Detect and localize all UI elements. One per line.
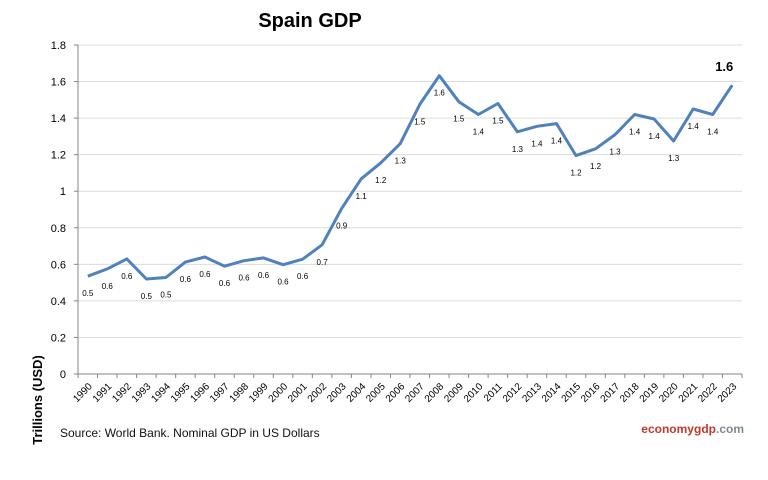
x-tick-label: 1998 (228, 381, 252, 405)
x-tick-label: 2021 (677, 381, 701, 405)
data-label: 0.6 (258, 271, 270, 280)
x-tick-label: 2017 (599, 381, 623, 405)
x-tick-label: 1999 (247, 381, 271, 405)
data-label: 1.3 (609, 148, 621, 157)
x-tick-label: 2006 (384, 381, 408, 405)
data-label: 0.6 (199, 270, 211, 279)
y-tick-label: 0.4 (51, 296, 66, 308)
chart: Spain GDP Trillions (USD) 0 0.2 0.4 0.6 0.8 1… (30, 10, 744, 445)
x-tick-label: 1991 (91, 381, 115, 405)
x-tick-label: 2014 (540, 381, 564, 405)
x-tick-label: 2019 (638, 381, 662, 405)
data-label: 1.3 (668, 154, 680, 163)
data-label: 1.1 (356, 192, 368, 201)
x-tick-label: 2013 (521, 381, 545, 405)
series-line (87, 74, 734, 281)
x-tick-label: 2008 (423, 381, 447, 405)
plot-area: 00.20.40.60.811.21.41.61.819901991199219… (51, 40, 743, 405)
brand-part-com: .com (715, 422, 744, 436)
data-label: 1.5 (453, 115, 465, 124)
brand-logo: economygdp.com (641, 422, 744, 436)
data-label: 0.5 (82, 289, 94, 298)
x-tick-label: 2005 (364, 381, 388, 405)
x-tick-label: 2022 (696, 381, 720, 405)
y-tick-label: 0.6 (51, 259, 66, 271)
data-label: 1.4 (629, 127, 641, 136)
data-label: 0.6 (219, 279, 231, 288)
x-tick-label: 2001 (286, 381, 310, 405)
x-tick-label: 1992 (110, 381, 134, 405)
y-tick-label: 1.6 (51, 77, 66, 89)
y-tick-label: 1 (60, 186, 66, 198)
x-tick-label: 1993 (130, 381, 154, 405)
x-tick-label: 2003 (325, 381, 349, 405)
data-label: 1.2 (590, 162, 602, 171)
data-label: 0.6 (277, 278, 289, 287)
x-tick-label: 2023 (716, 381, 740, 405)
x-tick-label: 1997 (208, 381, 232, 405)
chart-title: Spain GDP (258, 10, 362, 32)
x-tick-label: 2010 (462, 381, 486, 405)
brand-part-gdp: gdp (693, 422, 716, 436)
source-note: Source: World Bank. Nominal GDP in US Do… (60, 426, 320, 440)
x-tick-label: 2002 (306, 381, 330, 405)
x-tick-label: 1990 (71, 381, 95, 405)
data-label: 1.3 (395, 157, 407, 166)
x-tick-label: 2018 (618, 381, 642, 405)
x-tick-label: 2009 (442, 381, 466, 405)
x-tick-label: 2000 (267, 381, 291, 405)
x-tick-label: 2012 (501, 381, 525, 405)
x-tick-label: 1994 (149, 381, 173, 405)
x-tick-label: 2020 (657, 381, 681, 405)
data-label: 0.6 (297, 272, 309, 281)
x-tick-label: 2016 (579, 381, 603, 405)
x-tick-label: 2004 (345, 381, 369, 405)
data-label: 1.5 (414, 117, 426, 126)
y-tick-label: 1.8 (51, 40, 66, 52)
data-label: 0.6 (121, 272, 133, 281)
y-tick-label: 0 (60, 369, 66, 381)
data-label: 0.9 (336, 222, 348, 231)
data-label: 1.4 (551, 137, 563, 146)
data-label: 0.6 (180, 275, 192, 284)
data-label: 0.6 (102, 282, 114, 291)
data-label: 1.6 (434, 89, 446, 98)
data-label: 1.3 (512, 145, 524, 154)
data-label: 0.5 (141, 292, 153, 301)
data-label: 0.6 (238, 274, 250, 283)
data-label: 1.5 (492, 116, 504, 125)
data-label: 1.4 (473, 127, 485, 136)
data-label: 1.4 (688, 122, 700, 131)
data-label: 1.4 (649, 132, 661, 141)
data-label: 0.7 (317, 258, 329, 267)
x-tick-label: 2011 (482, 381, 505, 404)
data-label: 0.5 (160, 290, 172, 299)
data-label: 1.6 (715, 59, 733, 74)
data-label: 1.4 (531, 139, 543, 148)
y-tick-label: 0.2 (51, 332, 66, 344)
data-label: 1.2 (570, 169, 582, 178)
x-tick-label: 1996 (189, 381, 213, 405)
brand-part-economy: economy (641, 422, 694, 436)
x-tick-label: 2015 (560, 381, 584, 405)
data-label: 1.2 (375, 176, 387, 185)
y-tick-label: 1.2 (51, 150, 66, 162)
x-tick-label: 1995 (169, 381, 193, 405)
y-tick-label: 0.8 (51, 223, 66, 235)
data-label: 1.4 (707, 127, 719, 136)
x-tick-label: 2007 (403, 381, 427, 405)
y-tick-label: 1.4 (51, 113, 66, 125)
